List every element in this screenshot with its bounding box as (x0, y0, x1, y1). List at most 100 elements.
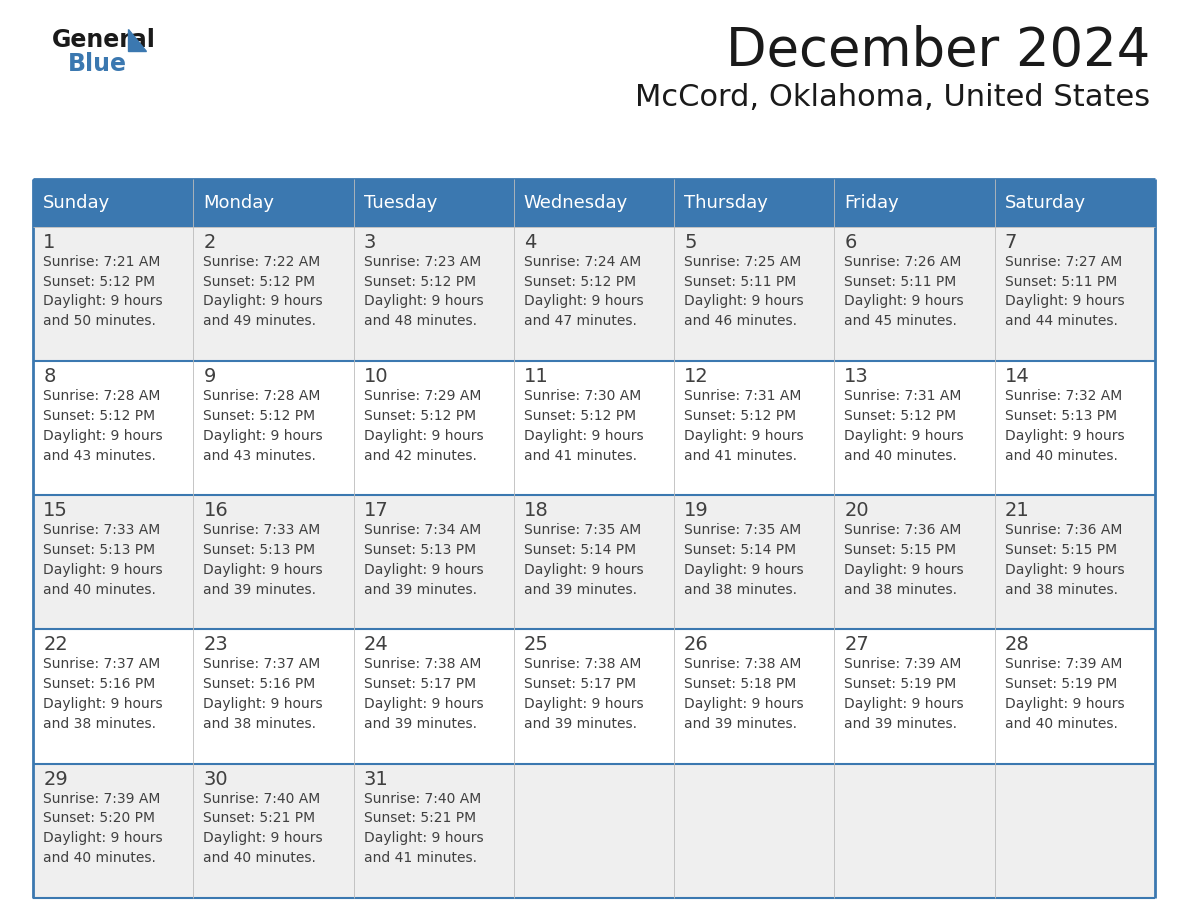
Text: Daylight: 9 hours: Daylight: 9 hours (203, 295, 323, 308)
Text: Sunset: 5:21 PM: Sunset: 5:21 PM (364, 812, 476, 825)
Text: 18: 18 (524, 501, 549, 521)
Text: and 40 minutes.: and 40 minutes. (43, 583, 156, 597)
Text: and 45 minutes.: and 45 minutes. (845, 314, 958, 329)
Text: Daylight: 9 hours: Daylight: 9 hours (1005, 697, 1124, 711)
Text: and 47 minutes.: and 47 minutes. (524, 314, 637, 329)
Text: 12: 12 (684, 367, 709, 386)
Text: Sunrise: 7:31 AM: Sunrise: 7:31 AM (845, 389, 962, 403)
Text: 4: 4 (524, 233, 536, 252)
Text: Daylight: 9 hours: Daylight: 9 hours (43, 832, 163, 845)
Text: and 38 minutes.: and 38 minutes. (203, 717, 316, 731)
Text: 5: 5 (684, 233, 696, 252)
Text: Sunrise: 7:35 AM: Sunrise: 7:35 AM (524, 523, 642, 537)
Text: and 40 minutes.: and 40 minutes. (43, 851, 156, 865)
Text: Sunrise: 7:39 AM: Sunrise: 7:39 AM (1005, 657, 1121, 671)
Text: Sunrise: 7:40 AM: Sunrise: 7:40 AM (364, 791, 481, 806)
Text: Sunrise: 7:39 AM: Sunrise: 7:39 AM (43, 791, 160, 806)
Text: Sunset: 5:11 PM: Sunset: 5:11 PM (845, 274, 956, 288)
Text: Sunrise: 7:26 AM: Sunrise: 7:26 AM (845, 255, 962, 269)
Text: Sunset: 5:12 PM: Sunset: 5:12 PM (684, 409, 796, 423)
Text: Sunrise: 7:24 AM: Sunrise: 7:24 AM (524, 255, 642, 269)
Text: Saturday: Saturday (1005, 194, 1086, 212)
Text: Daylight: 9 hours: Daylight: 9 hours (524, 697, 644, 711)
Text: Sunset: 5:16 PM: Sunset: 5:16 PM (203, 677, 316, 691)
Text: and 40 minutes.: and 40 minutes. (1005, 717, 1118, 731)
Text: Daylight: 9 hours: Daylight: 9 hours (1005, 429, 1124, 442)
Bar (33, 764, 1155, 898)
Text: McCord, Oklahoma, United States: McCord, Oklahoma, United States (634, 83, 1150, 112)
Text: and 40 minutes.: and 40 minutes. (1005, 449, 1118, 463)
Text: Sunrise: 7:38 AM: Sunrise: 7:38 AM (524, 657, 642, 671)
Text: Wednesday: Wednesday (524, 194, 628, 212)
Text: 8: 8 (43, 367, 56, 386)
Text: Sunrise: 7:38 AM: Sunrise: 7:38 AM (684, 657, 802, 671)
Text: and 39 minutes.: and 39 minutes. (524, 717, 637, 731)
Text: Daylight: 9 hours: Daylight: 9 hours (684, 563, 804, 577)
Text: and 43 minutes.: and 43 minutes. (43, 449, 156, 463)
Bar (354, 179, 514, 227)
Text: Thursday: Thursday (684, 194, 767, 212)
Text: Daylight: 9 hours: Daylight: 9 hours (845, 429, 963, 442)
Bar (33, 179, 194, 227)
Text: Sunset: 5:15 PM: Sunset: 5:15 PM (845, 543, 956, 557)
Text: Daylight: 9 hours: Daylight: 9 hours (203, 563, 323, 577)
Text: 22: 22 (43, 635, 68, 655)
Text: Daylight: 9 hours: Daylight: 9 hours (203, 429, 323, 442)
Text: and 42 minutes.: and 42 minutes. (364, 449, 476, 463)
Text: Daylight: 9 hours: Daylight: 9 hours (524, 563, 644, 577)
Text: 9: 9 (203, 367, 216, 386)
Text: Sunset: 5:19 PM: Sunset: 5:19 PM (845, 677, 956, 691)
Text: and 50 minutes.: and 50 minutes. (43, 314, 156, 329)
Text: and 39 minutes.: and 39 minutes. (845, 717, 958, 731)
Text: Daylight: 9 hours: Daylight: 9 hours (684, 429, 804, 442)
Text: Sunrise: 7:22 AM: Sunrise: 7:22 AM (203, 255, 321, 269)
Text: and 39 minutes.: and 39 minutes. (364, 583, 476, 597)
Text: Sunset: 5:12 PM: Sunset: 5:12 PM (203, 274, 316, 288)
Text: Sunrise: 7:27 AM: Sunrise: 7:27 AM (1005, 255, 1121, 269)
Text: Sunrise: 7:35 AM: Sunrise: 7:35 AM (684, 523, 802, 537)
Text: Sunset: 5:13 PM: Sunset: 5:13 PM (43, 543, 156, 557)
Text: Daylight: 9 hours: Daylight: 9 hours (364, 295, 484, 308)
Text: and 41 minutes.: and 41 minutes. (364, 851, 476, 865)
Bar (194, 179, 354, 227)
Text: Daylight: 9 hours: Daylight: 9 hours (43, 429, 163, 442)
Text: Sunrise: 7:25 AM: Sunrise: 7:25 AM (684, 255, 802, 269)
Text: Sunrise: 7:21 AM: Sunrise: 7:21 AM (43, 255, 160, 269)
Text: Daylight: 9 hours: Daylight: 9 hours (43, 295, 163, 308)
Text: and 39 minutes.: and 39 minutes. (524, 583, 637, 597)
Text: Daylight: 9 hours: Daylight: 9 hours (1005, 563, 1124, 577)
Text: and 40 minutes.: and 40 minutes. (203, 851, 316, 865)
Text: and 41 minutes.: and 41 minutes. (524, 449, 637, 463)
Text: 27: 27 (845, 635, 870, 655)
Bar (33, 227, 1155, 361)
Text: Sunset: 5:18 PM: Sunset: 5:18 PM (684, 677, 796, 691)
Text: 2: 2 (203, 233, 216, 252)
Text: Sunset: 5:12 PM: Sunset: 5:12 PM (524, 274, 636, 288)
Text: and 39 minutes.: and 39 minutes. (684, 717, 797, 731)
Text: Daylight: 9 hours: Daylight: 9 hours (203, 697, 323, 711)
Text: Sunset: 5:12 PM: Sunset: 5:12 PM (364, 409, 476, 423)
Text: December 2024: December 2024 (726, 25, 1150, 77)
Text: Sunset: 5:13 PM: Sunset: 5:13 PM (364, 543, 476, 557)
Text: Sunrise: 7:33 AM: Sunrise: 7:33 AM (43, 523, 160, 537)
Text: and 38 minutes.: and 38 minutes. (1005, 583, 1118, 597)
Text: Sunset: 5:16 PM: Sunset: 5:16 PM (43, 677, 156, 691)
Text: Sunset: 5:21 PM: Sunset: 5:21 PM (203, 812, 316, 825)
Text: Sunset: 5:12 PM: Sunset: 5:12 PM (845, 409, 956, 423)
Text: Sunset: 5:17 PM: Sunset: 5:17 PM (524, 677, 636, 691)
Text: 13: 13 (845, 367, 870, 386)
Text: and 48 minutes.: and 48 minutes. (364, 314, 476, 329)
Text: Sunset: 5:20 PM: Sunset: 5:20 PM (43, 812, 156, 825)
Text: Sunrise: 7:38 AM: Sunrise: 7:38 AM (364, 657, 481, 671)
Text: Sunrise: 7:37 AM: Sunrise: 7:37 AM (203, 657, 321, 671)
Text: Sunset: 5:12 PM: Sunset: 5:12 PM (364, 274, 476, 288)
Bar (674, 179, 834, 227)
Text: and 41 minutes.: and 41 minutes. (684, 449, 797, 463)
Text: and 39 minutes.: and 39 minutes. (364, 717, 476, 731)
Text: 1: 1 (43, 233, 56, 252)
Text: 30: 30 (203, 769, 228, 789)
Text: Sunrise: 7:36 AM: Sunrise: 7:36 AM (845, 523, 962, 537)
Text: Daylight: 9 hours: Daylight: 9 hours (524, 429, 644, 442)
Text: 28: 28 (1005, 635, 1029, 655)
Text: 24: 24 (364, 635, 388, 655)
